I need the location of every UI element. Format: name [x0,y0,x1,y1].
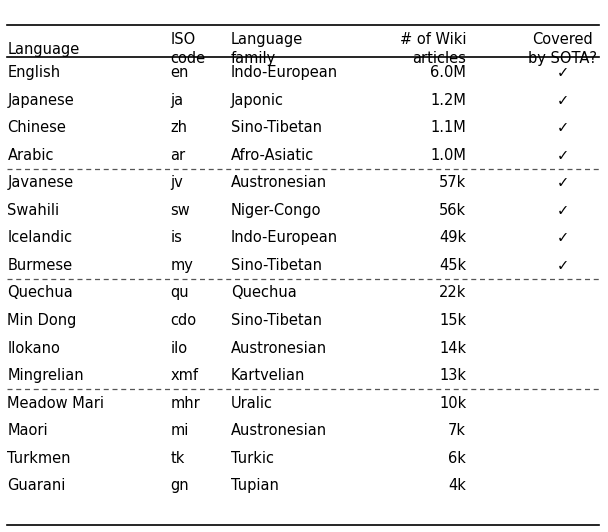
Text: zh: zh [170,120,187,135]
Text: mhr: mhr [170,396,200,411]
Text: Guarani: Guarani [7,478,66,493]
Text: cdo: cdo [170,313,196,328]
Text: Austronesian: Austronesian [231,423,327,438]
Text: Chinese: Chinese [7,120,66,135]
Text: 6.0M: 6.0M [430,65,466,80]
Text: Niger-Congo: Niger-Congo [231,203,321,218]
Text: gn: gn [170,478,189,493]
Text: ✓: ✓ [557,258,569,273]
Text: Arabic: Arabic [7,148,54,163]
Text: Sino-Tibetan: Sino-Tibetan [231,120,322,135]
Text: ✓: ✓ [557,93,569,108]
Text: 6k: 6k [448,451,466,466]
Text: Language
family: Language family [231,31,303,66]
Text: Language: Language [7,41,80,56]
Text: mi: mi [170,423,189,438]
Text: Indo-European: Indo-European [231,230,338,245]
Text: Quechua: Quechua [7,286,73,301]
Text: Uralic: Uralic [231,396,273,411]
Text: ✓: ✓ [557,148,569,163]
Text: Tupian: Tupian [231,478,278,493]
Text: 49k: 49k [439,230,466,245]
Text: 56k: 56k [439,203,466,218]
Text: ar: ar [170,148,185,163]
Text: English: English [7,65,61,80]
Text: jv: jv [170,176,183,190]
Text: ✓: ✓ [557,176,569,190]
Text: tk: tk [170,451,185,466]
Text: Covered
by SOTA?: Covered by SOTA? [528,31,597,66]
Text: ✓: ✓ [557,230,569,245]
Text: Austronesian: Austronesian [231,176,327,190]
Text: Swahili: Swahili [7,203,60,218]
Text: ✓: ✓ [557,120,569,135]
Text: Javanese: Javanese [7,176,74,190]
Text: ISO
code: ISO code [170,31,206,66]
Text: Meadow Mari: Meadow Mari [7,396,105,411]
Text: 1.0M: 1.0M [430,148,466,163]
Text: is: is [170,230,182,245]
Text: Quechua: Quechua [231,286,297,301]
Text: 1.2M: 1.2M [430,93,466,108]
Text: 7k: 7k [448,423,466,438]
Text: ✓: ✓ [557,203,569,218]
Text: my: my [170,258,193,273]
Text: Turkmen: Turkmen [7,451,71,466]
Text: 22k: 22k [439,286,466,301]
Text: en: en [170,65,189,80]
Text: Maori: Maori [7,423,48,438]
Text: 15k: 15k [439,313,466,328]
Text: 10k: 10k [439,396,466,411]
Text: sw: sw [170,203,190,218]
Text: Afro-Asiatic: Afro-Asiatic [231,148,314,163]
Text: Indo-European: Indo-European [231,65,338,80]
Text: # of Wiki
articles: # of Wiki articles [399,31,466,66]
Text: Sino-Tibetan: Sino-Tibetan [231,313,322,328]
Text: 57k: 57k [439,176,466,190]
Text: Austronesian: Austronesian [231,340,327,355]
Text: 14k: 14k [439,340,466,355]
Text: Ilokano: Ilokano [7,340,60,355]
Text: Japonic: Japonic [231,93,284,108]
Text: xmf: xmf [170,368,198,383]
Text: Mingrelian: Mingrelian [7,368,84,383]
Text: 13k: 13k [439,368,466,383]
Text: Kartvelian: Kartvelian [231,368,305,383]
Text: 1.1M: 1.1M [430,120,466,135]
Text: 4k: 4k [448,478,466,493]
Text: ilo: ilo [170,340,187,355]
Text: ✓: ✓ [557,65,569,80]
Text: Japanese: Japanese [7,93,74,108]
Text: ja: ja [170,93,184,108]
Text: Burmese: Burmese [7,258,72,273]
Text: Min Dong: Min Dong [7,313,77,328]
Text: Icelandic: Icelandic [7,230,72,245]
Text: qu: qu [170,286,189,301]
Text: Turkic: Turkic [231,451,274,466]
Text: 45k: 45k [439,258,466,273]
Text: Sino-Tibetan: Sino-Tibetan [231,258,322,273]
